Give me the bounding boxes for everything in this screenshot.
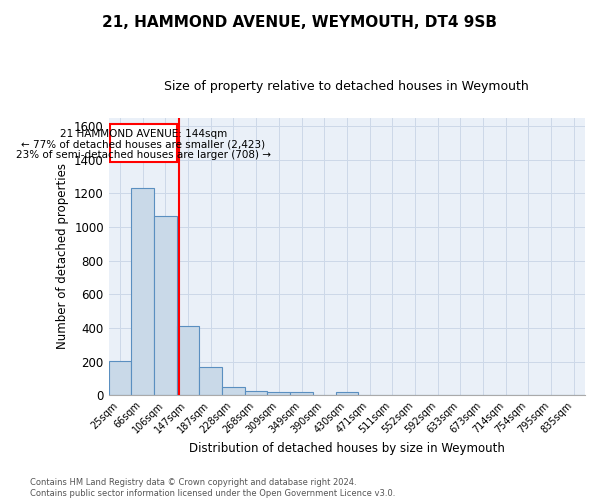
Text: Contains HM Land Registry data © Crown copyright and database right 2024.
Contai: Contains HM Land Registry data © Crown c… [30,478,395,498]
Text: ← 77% of detached houses are smaller (2,423): ← 77% of detached houses are smaller (2,… [21,140,265,150]
Text: 23% of semi-detached houses are larger (708) →: 23% of semi-detached houses are larger (… [16,150,271,160]
Bar [245,391,268,395]
X-axis label: Distribution of detached houses by size in Weymouth: Distribution of detached houses by size … [189,442,505,455]
Text: 21 HAMMOND AVENUE: 144sqm: 21 HAMMOND AVENUE: 144sqm [59,130,227,140]
Bar [222,387,245,395]
Bar [199,368,222,395]
Bar [335,392,358,395]
Text: 21, HAMMOND AVENUE, WEYMOUTH, DT4 9SB: 21, HAMMOND AVENUE, WEYMOUTH, DT4 9SB [103,15,497,30]
Bar [131,188,154,395]
Bar [154,216,177,395]
Bar [290,392,313,395]
Bar [109,361,131,395]
Y-axis label: Number of detached properties: Number of detached properties [56,164,68,350]
Bar [268,392,290,395]
Title: Size of property relative to detached houses in Weymouth: Size of property relative to detached ho… [164,80,529,93]
Bar [177,326,199,395]
FancyBboxPatch shape [110,124,177,162]
